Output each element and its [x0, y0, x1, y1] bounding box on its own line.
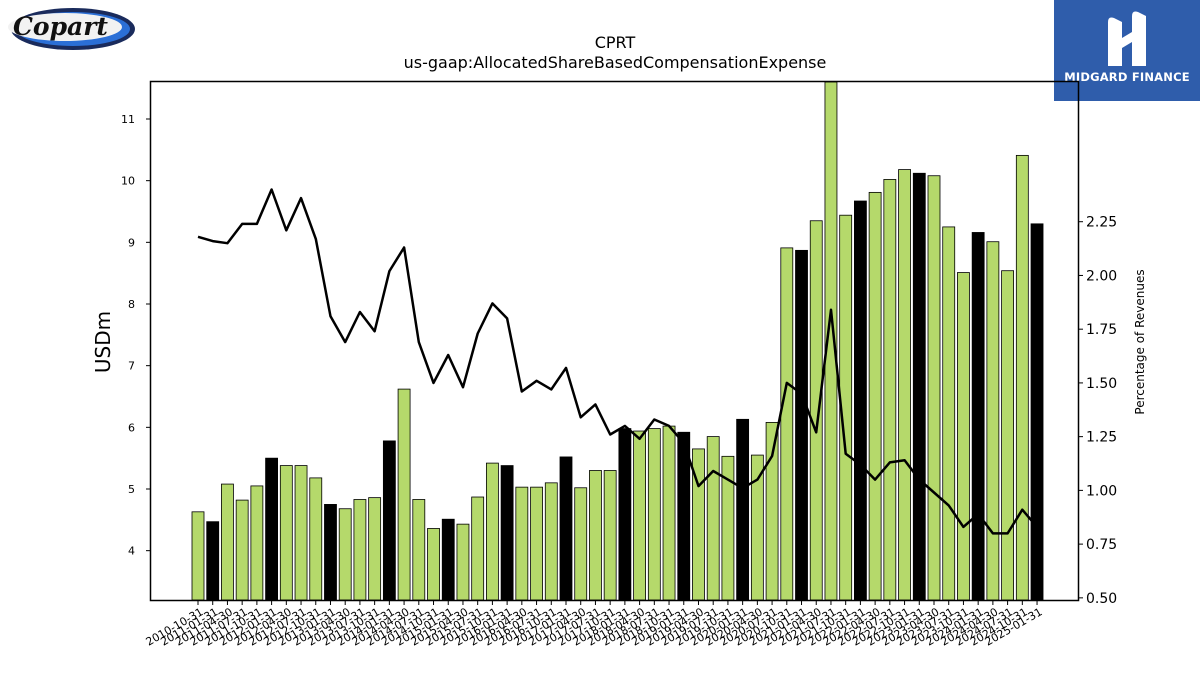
bar-2023-04-30	[927, 175, 941, 601]
bar-2011-07-31	[235, 499, 249, 601]
chart-title: CPRT	[595, 33, 636, 52]
y-right-tick-label: 1.50	[1086, 376, 1117, 392]
bar-2014-10-31	[427, 528, 440, 601]
bar-2014-04-30	[397, 388, 411, 601]
bar-2020-10-31	[780, 247, 794, 601]
bar-2023-07-31	[942, 226, 956, 601]
bar-2016-07-31	[530, 486, 543, 601]
right-axis: 0.50 0.75 1.00 1.25 1.50 1.75 2.00 2.25	[1078, 215, 1117, 607]
y-right-tick-label: 2.00	[1086, 268, 1117, 284]
bar-2011-04-30	[221, 483, 234, 601]
y-axis-label: USDm	[91, 311, 115, 373]
y-right-tick-label: 1.25	[1086, 430, 1117, 446]
line-series	[197, 188, 1038, 535]
left-axis: 4 5 6 7 8 9 10 11	[121, 113, 151, 558]
bar-series	[191, 81, 1044, 601]
bar-2015-07-31	[471, 496, 485, 601]
chart-subtitle: us-gaap:AllocatedShareBasedCompensationE…	[404, 53, 827, 72]
bar-2025-01-31	[1030, 223, 1044, 601]
y-right-tick-label: 2.25	[1086, 215, 1117, 231]
bar-2020-04-30	[750, 454, 764, 601]
copart-logo-text: Copart	[13, 12, 108, 41]
bar-2013-01-31	[324, 504, 337, 601]
bar-2012-04-30	[279, 465, 293, 601]
y-tick-label: 5	[128, 483, 135, 496]
y-tick-label: 7	[128, 360, 135, 373]
y-tick-label: 6	[128, 421, 135, 434]
bar-2015-10-31	[485, 462, 499, 601]
bar-2018-04-30	[633, 430, 646, 601]
bar-2013-07-31	[353, 499, 367, 601]
revenue-percentage-line	[197, 188, 1038, 535]
y-tick-label: 11	[121, 113, 135, 126]
bar-2017-01-31	[559, 456, 573, 601]
bar-2011-10-31	[250, 485, 264, 601]
bar-2016-04-30	[515, 486, 529, 601]
bar-2012-01-31	[265, 457, 279, 601]
bar-2021-01-31	[795, 249, 808, 601]
bar-2014-01-31	[382, 440, 396, 601]
y-tick-label: 10	[121, 175, 135, 188]
x-axis: 2010-10-312011-01-312011-04-302011-07-31…	[144, 600, 1045, 649]
bar-2024-01-31	[971, 232, 985, 601]
bar-2024-04-30	[986, 241, 1000, 601]
bar-2016-10-31	[544, 482, 558, 601]
bar-2022-10-31	[898, 169, 911, 601]
y-tick-label: 8	[128, 298, 135, 311]
bar-2012-07-31	[294, 465, 308, 601]
copart-logo: Copart	[8, 8, 135, 50]
bar-2012-10-31	[309, 477, 323, 601]
bar-2015-01-31	[441, 518, 455, 601]
bar-2014-07-31	[412, 499, 426, 601]
bar-2023-10-31	[957, 272, 970, 601]
y-axis-label-right: Percentage of Revenues	[1133, 269, 1147, 414]
plot-frame	[149, 80, 1080, 602]
bar-2017-07-31	[589, 470, 602, 601]
bar-2019-07-31	[706, 436, 720, 601]
bar-2022-01-31	[854, 200, 867, 601]
y-tick-label: 4	[128, 545, 135, 558]
bar-2018-01-31	[618, 428, 632, 601]
bar-2022-07-31	[883, 179, 897, 601]
bar-2013-10-31	[368, 497, 382, 601]
bar-2018-07-31	[647, 428, 661, 601]
bar-2017-10-31	[603, 470, 617, 601]
bar-2015-04-30	[456, 523, 470, 601]
bar-2021-04-30	[809, 220, 823, 601]
midgard-emblem-icon	[1108, 11, 1146, 66]
bar-2017-04-30	[574, 487, 588, 601]
y-right-tick-label: 0.50	[1086, 591, 1117, 607]
bar-2011-01-31	[206, 521, 220, 601]
bar-2018-10-31	[662, 425, 676, 601]
bar-2013-04-30	[338, 508, 352, 601]
y-right-tick-label: 0.75	[1086, 537, 1117, 553]
bar-2010-10-31	[191, 511, 205, 601]
bar-2020-01-31	[736, 418, 750, 601]
bar-2022-04-30	[868, 191, 882, 601]
midgard-logo-text: MIDGARD FINANCE	[1064, 70, 1190, 84]
bar-2023-01-31	[912, 172, 926, 601]
y-tick-label: 9	[128, 236, 135, 249]
bar-2024-10-31	[1015, 154, 1029, 601]
y-right-tick-label: 1.75	[1086, 322, 1117, 338]
bar-2020-07-31	[765, 421, 779, 601]
y-right-tick-label: 1.00	[1086, 483, 1117, 499]
bar-2024-07-31	[1001, 270, 1014, 601]
bar-2016-01-31	[500, 465, 514, 601]
